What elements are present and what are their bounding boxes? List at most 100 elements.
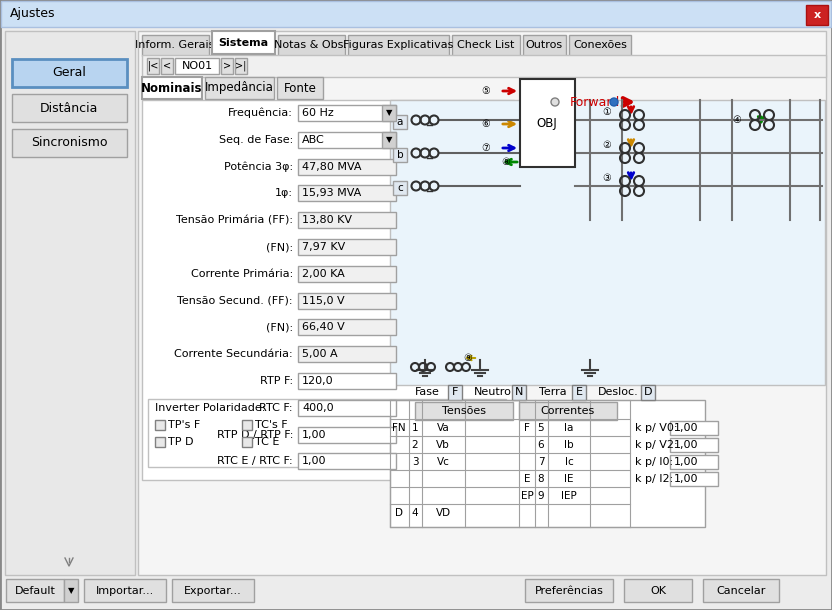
Text: Correntes: Correntes (541, 406, 595, 416)
Text: Impedância: Impedância (205, 82, 274, 95)
Text: <: < (163, 61, 171, 71)
Text: 7: 7 (537, 457, 544, 467)
Text: Neutro: Neutro (474, 387, 512, 397)
Text: Forward: Forward (570, 96, 620, 109)
Text: 1,00: 1,00 (302, 456, 326, 467)
Text: 5,00 A: 5,00 A (302, 349, 338, 359)
Bar (452, 35, 520, 56)
Text: k p/ I0:: k p/ I0: (635, 457, 673, 467)
Circle shape (551, 98, 559, 106)
Bar (393, 181, 407, 195)
Bar (278, 35, 345, 56)
Text: Cancelar: Cancelar (716, 586, 765, 596)
Text: Importar...: Importar... (96, 586, 154, 596)
Bar (348, 35, 449, 56)
Bar (277, 77, 323, 99)
Bar (569, 35, 631, 56)
Text: Inverter Polaridade:: Inverter Polaridade: (155, 403, 265, 413)
Bar (175, 58, 219, 74)
Bar (142, 35, 209, 56)
Text: x: x (814, 10, 820, 20)
Text: ▼: ▼ (386, 135, 392, 145)
Text: Seq. de Fase:: Seq. de Fase: (219, 135, 293, 145)
Text: Nominais: Nominais (141, 82, 203, 95)
Bar (12, 129, 127, 157)
Text: 15,93 MVA: 15,93 MVA (302, 188, 361, 198)
Bar (298, 266, 396, 282)
Text: ⑤: ⑤ (482, 86, 490, 96)
Text: ③: ③ (602, 173, 612, 183)
Text: Tensões: Tensões (442, 406, 486, 416)
Text: Fase: Fase (415, 387, 440, 397)
Text: Notas & Obs.: Notas & Obs. (275, 40, 348, 50)
Text: Outros: Outros (526, 40, 562, 50)
Text: VD: VD (435, 508, 451, 518)
Text: ▼: ▼ (386, 109, 392, 118)
Text: Desloc.: Desloc. (598, 387, 639, 397)
Bar (298, 212, 396, 228)
Text: ①: ① (602, 107, 612, 117)
Bar (670, 421, 718, 435)
Bar (155, 420, 165, 430)
Bar (298, 185, 396, 201)
Bar (670, 438, 718, 452)
Text: (FN):: (FN): (266, 323, 293, 332)
Bar (806, 5, 828, 25)
Text: Corrente Secundária:: Corrente Secundária: (175, 349, 293, 359)
Bar (298, 105, 396, 121)
Text: ⑨: ⑨ (463, 353, 473, 363)
Text: k p/ V0:: k p/ V0: (635, 423, 677, 433)
Text: TP's F: TP's F (168, 420, 201, 430)
Text: 13,80 KV: 13,80 KV (302, 215, 352, 225)
Bar (520, 79, 575, 167)
Text: 115,0 V: 115,0 V (302, 296, 344, 306)
Bar (142, 100, 514, 480)
Bar (519, 402, 617, 420)
Text: IE: IE (564, 474, 574, 484)
Bar (393, 115, 407, 129)
Text: >|: >| (235, 61, 246, 71)
Text: Exportar...: Exportar... (184, 586, 242, 596)
Bar (12, 59, 127, 87)
Bar (298, 132, 396, 148)
Bar (624, 579, 692, 602)
Bar (142, 55, 826, 77)
Bar (155, 437, 165, 447)
Text: ABC: ABC (302, 135, 324, 145)
Bar (12, 94, 127, 122)
Text: 2: 2 (412, 440, 418, 450)
Text: 8: 8 (537, 474, 544, 484)
Bar (670, 455, 718, 469)
Text: 9: 9 (537, 491, 544, 501)
Bar (64, 579, 78, 602)
Text: EP: EP (521, 491, 533, 501)
Text: 1: 1 (412, 423, 418, 433)
Text: ②: ② (602, 140, 612, 150)
Text: Vc: Vc (437, 457, 449, 467)
Text: 1,00: 1,00 (302, 429, 326, 440)
Text: 4: 4 (412, 508, 418, 518)
Text: 66,40 V: 66,40 V (302, 323, 344, 332)
Text: Vb: Vb (436, 440, 450, 450)
Bar (148, 399, 506, 467)
Bar (641, 385, 655, 400)
Bar (298, 426, 396, 443)
Bar (448, 385, 462, 400)
Bar (390, 400, 705, 527)
Text: E: E (576, 387, 582, 397)
Bar (382, 132, 396, 148)
Bar (6, 579, 64, 602)
Bar (1, 1, 831, 27)
Text: OK: OK (650, 586, 666, 596)
Bar (221, 58, 233, 74)
Text: k p/ V2:: k p/ V2: (635, 440, 677, 450)
Bar (212, 31, 275, 54)
Text: NO01: NO01 (181, 61, 212, 71)
Text: (FN):: (FN): (266, 242, 293, 252)
Text: RTP D / RTP F:: RTP D / RTP F: (216, 429, 293, 440)
Bar (147, 58, 159, 74)
Text: Ib: Ib (564, 440, 574, 450)
Text: 47,80 MVA: 47,80 MVA (302, 162, 361, 171)
Text: RTC F:: RTC F: (260, 403, 293, 413)
Text: 1φ:: 1φ: (275, 188, 293, 198)
